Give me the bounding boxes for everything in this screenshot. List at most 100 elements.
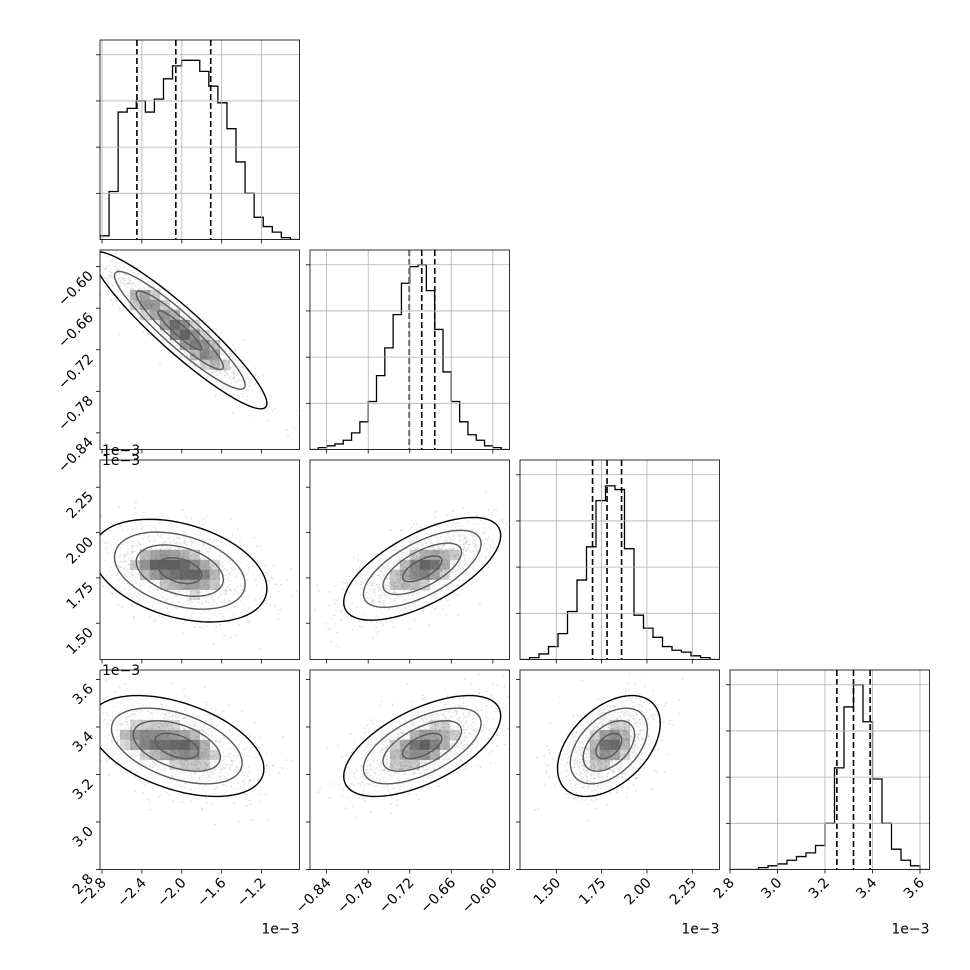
scatter-point (118, 278, 121, 280)
density-cell (409, 579, 421, 590)
scatter-point (131, 725, 134, 728)
scatter-point (316, 583, 319, 586)
scatter-point (229, 366, 232, 369)
scatter-point (217, 346, 219, 348)
scatter-point (146, 565, 149, 568)
scatter-point (174, 344, 176, 346)
scatter-point (231, 412, 234, 414)
scatter-point (271, 409, 274, 412)
scatter-point (465, 563, 468, 565)
scatter-point (425, 582, 427, 585)
scatter-point (237, 586, 240, 589)
scatter-point (215, 625, 218, 628)
scatter-point (194, 556, 197, 559)
scatter-point (152, 312, 155, 315)
scatter-point (159, 297, 161, 299)
scatter-point (182, 313, 185, 316)
scatter-point (226, 363, 229, 365)
scatter-point (459, 544, 462, 546)
scatter-point (493, 558, 495, 560)
scatter-point (414, 574, 417, 577)
scatter-point (179, 548, 182, 551)
scatter-point (237, 359, 240, 362)
scatter-point (243, 748, 246, 751)
scatter-point (424, 562, 427, 565)
scatter-point (168, 745, 171, 748)
scatter-point (204, 543, 207, 546)
scatter-point (396, 584, 399, 587)
scatter-point (171, 306, 173, 308)
scatter-point (431, 561, 434, 564)
scatter-point (212, 568, 215, 571)
scatter-point (185, 760, 188, 763)
scatter-point (131, 604, 134, 607)
scatter-point (186, 339, 188, 342)
scatter-point (403, 561, 405, 563)
scatter-point (106, 561, 109, 564)
scatter-point (394, 569, 397, 572)
scatter-point (163, 567, 166, 570)
scatter-point (222, 360, 225, 362)
scatter-point (182, 727, 185, 730)
scatter-point (403, 566, 406, 569)
scatter-point (146, 777, 149, 779)
scatter-point (114, 752, 116, 755)
scatter-point (95, 552, 97, 554)
scatter-point (410, 536, 413, 539)
scatter-point (224, 568, 226, 570)
scatter-point (464, 541, 467, 544)
scatter-point (433, 587, 436, 590)
scatter-point (185, 555, 188, 558)
scatter-point (416, 581, 419, 583)
scatter-point (219, 713, 222, 716)
scatter-point (133, 617, 136, 619)
scatter-point (171, 572, 174, 574)
scatter-point (178, 327, 181, 330)
scatter-point (444, 581, 447, 584)
scatter-point (424, 560, 427, 563)
scatter-point (280, 583, 282, 586)
scatter-point (495, 508, 497, 511)
scatter-point (154, 554, 156, 557)
scatter-point (445, 588, 448, 591)
scatter-point (212, 352, 215, 354)
scatter-point (110, 273, 113, 276)
scatter-point (387, 588, 390, 591)
scatter-point (198, 350, 201, 353)
scatter-point (444, 572, 446, 575)
scatter-point (63, 551, 65, 553)
scatter-point (133, 591, 136, 593)
scatter-point (175, 563, 178, 566)
scatter-point (432, 569, 435, 571)
scatter-point (204, 344, 207, 347)
scatter-point (131, 544, 134, 547)
scatter-point (191, 748, 194, 750)
scatter-point (431, 560, 433, 563)
scatter-point (177, 328, 180, 330)
scatter-point (230, 366, 233, 369)
scatter-point (184, 345, 186, 348)
scatter-point (267, 590, 270, 593)
scatter-point (388, 567, 391, 570)
scatter-point (462, 539, 464, 542)
scatter-point (378, 590, 380, 592)
scatter-point (359, 593, 361, 595)
scatter-point (208, 566, 211, 569)
scatter-point (178, 753, 181, 756)
density-cell (199, 579, 211, 590)
scatter-point (225, 555, 228, 558)
scatter-point (117, 564, 119, 567)
scatter-point (433, 552, 436, 555)
scatter-point (183, 541, 186, 544)
scatter-point (203, 342, 206, 345)
scatter-point (186, 340, 189, 343)
scatter-point (166, 594, 168, 597)
scatter-point (211, 359, 214, 361)
density-cell (419, 579, 430, 590)
scatter-point (149, 539, 152, 542)
scatter-point (153, 571, 156, 573)
scatter-point (535, 513, 537, 515)
scatter-point (234, 546, 237, 549)
scatter-point (418, 581, 421, 584)
scatter-point (170, 614, 173, 617)
